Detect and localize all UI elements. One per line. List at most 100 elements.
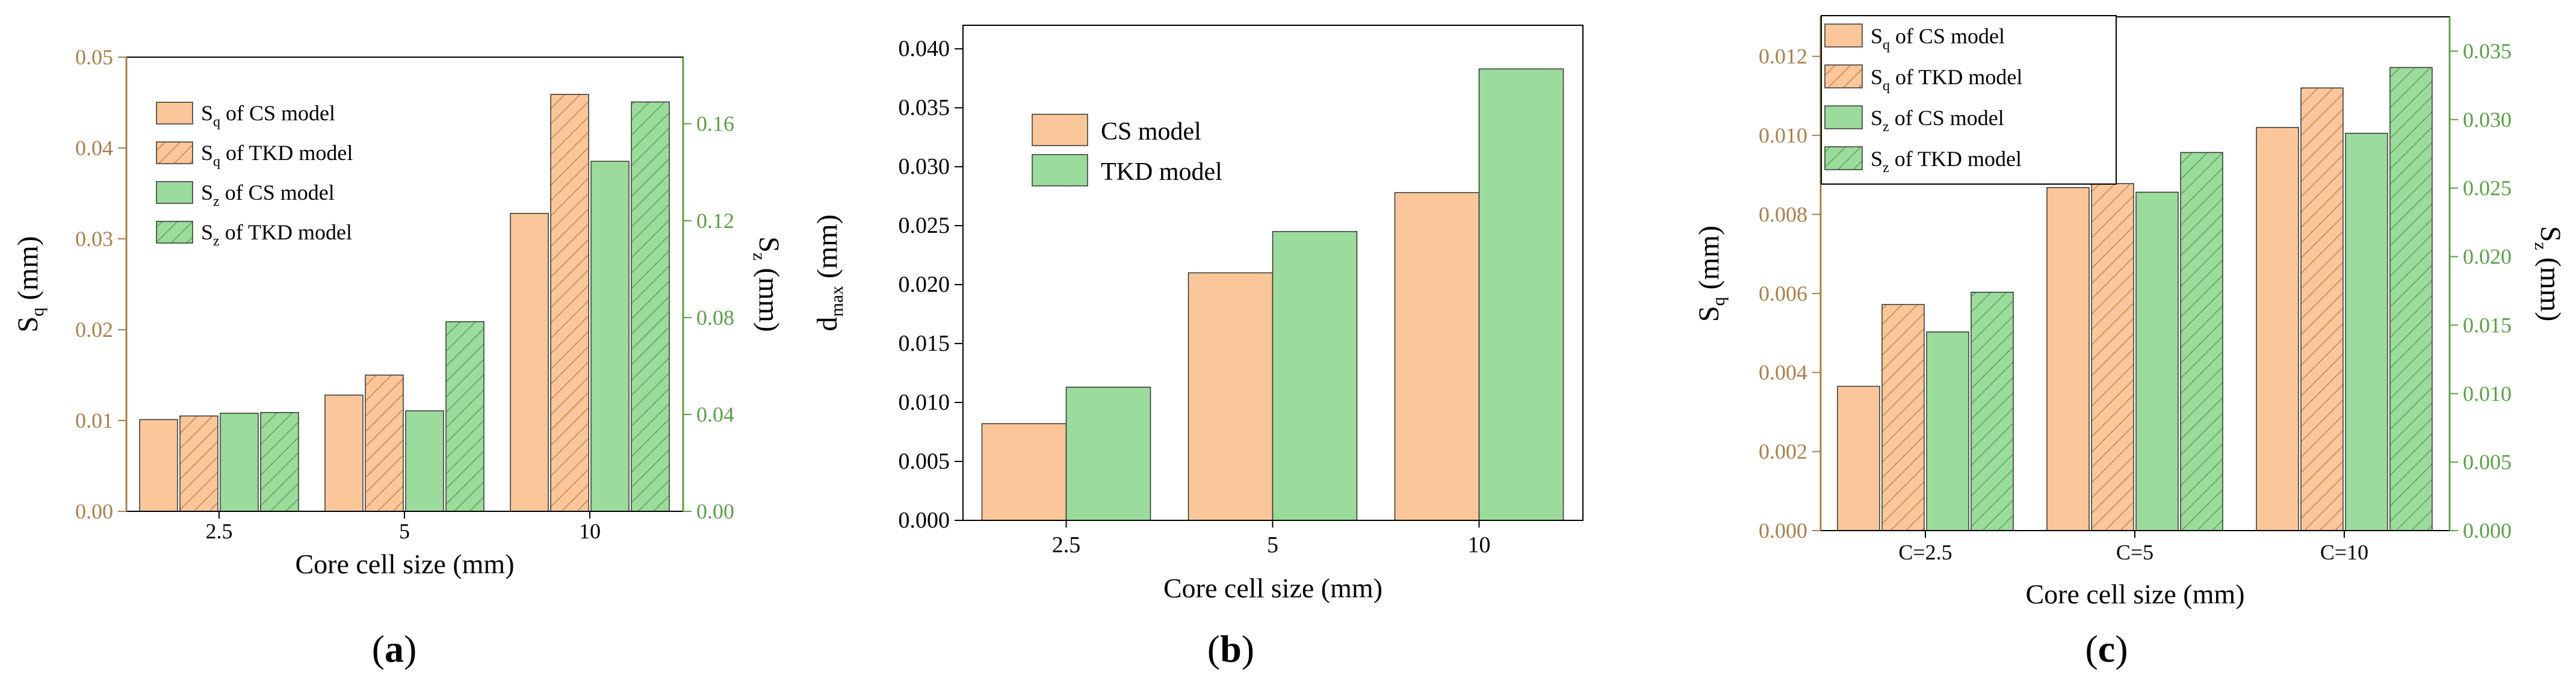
legend-swatch <box>1824 105 1863 129</box>
bar-b-s0-c1 <box>1187 272 1274 521</box>
chart-panel-c: C=2.5 C=5 C=10 0.000 0.002 0.004 0.006 0.008 0.0… <box>1693 15 2566 670</box>
bar-b-s1-c1 <box>1272 231 1358 521</box>
y-right-tick-label: 0.12 <box>696 209 734 233</box>
x-axis-label: Core cell size (mm) <box>2025 579 2244 609</box>
legend-swatch <box>1824 64 1863 88</box>
bar-b-s0-c2 <box>1394 192 1480 521</box>
legend: Sq of CS model Sq of TKD model Sz of CS mo… <box>156 101 353 249</box>
legend-label: Sq of CS model <box>201 101 335 130</box>
panel-label: (c) <box>2085 627 2128 670</box>
legend-swatch <box>1032 154 1088 186</box>
legend-label: Sq of TKD model <box>1871 65 2022 94</box>
y-right-axis-label: Sz (mm) <box>2531 226 2566 322</box>
y-left-tick-label: 0.010 <box>899 390 950 415</box>
panel-label: (b) <box>1207 627 1254 670</box>
x-tick-label: C=10 <box>2320 540 2368 564</box>
chart-panel-a: 2.5 5 10 0.00 0.01 0.02 0.03 0.04 0.05 0.00 0.04 0.… <box>12 45 785 670</box>
y-left-tick-label: 0.002 <box>1759 440 1807 464</box>
bar-b-s1-c0 <box>1065 386 1151 521</box>
bar-c-s1-c0 <box>1881 304 1925 531</box>
y-left-tick-label: 0.020 <box>899 272 950 297</box>
y-left-axis-label: dmax (mm) <box>811 214 847 331</box>
y-left-tick-label: 0.005 <box>899 449 950 474</box>
y-left-tick-label: 0.05 <box>75 45 113 69</box>
y-left-tick-label: 0.00 <box>75 499 113 523</box>
legend: Sq of CS model Sq of TKD model Sz of CS mo… <box>1821 15 2117 185</box>
y-left-tick-label: 0.03 <box>75 227 113 251</box>
chart-panel-b: 2.5 5 10 0.000 0.005 0.010 0.015 0.020 0.025 0.03… <box>811 25 1584 670</box>
legend-swatch <box>1824 146 1863 170</box>
y-left-tick-label: 0.008 <box>1759 202 1807 226</box>
y-right-tick-label: 0.04 <box>696 402 734 427</box>
y-right-tick-label: 0.015 <box>2463 313 2512 337</box>
y-left-tick-label: 0.035 <box>899 95 950 120</box>
y-right-tick-label: 0.00 <box>696 499 734 523</box>
legend-label: Sz of CS model <box>201 180 335 209</box>
legend-label: Sz of TKD model <box>201 220 352 249</box>
legend-swatch <box>156 141 193 164</box>
y-right-tick-label: 0.035 <box>2463 39 2512 63</box>
legend-label: Sz of TKD model <box>1871 147 2022 176</box>
y-left-tick-label: 0.000 <box>899 508 950 533</box>
bar-c-s0-c1 <box>2046 187 2090 531</box>
bar-c-s1-c2 <box>2300 87 2344 531</box>
bar-c-s1-c1 <box>2091 183 2134 531</box>
legend-label: TKD model <box>1101 158 1222 186</box>
y-left-tick-label: 0.04 <box>75 136 113 160</box>
y-left-axis-label: Sq (mm) <box>1693 226 1729 322</box>
bar-a-s0-c0 <box>139 419 178 512</box>
panel-label: (a) <box>372 627 417 670</box>
bar-b-s0-c0 <box>981 423 1067 521</box>
legend-label: Sq of CS model <box>1871 24 2005 53</box>
x-tick-label: 2.5 <box>1052 532 1081 558</box>
y-right-tick-label: 0.030 <box>2463 108 2512 132</box>
y-right-tick-label: 0.000 <box>2463 519 2512 543</box>
bar-a-s0-c2 <box>510 212 549 512</box>
legend-swatch <box>156 102 193 125</box>
y-left-tick-label: 0.02 <box>75 318 113 342</box>
bar-c-s3-c0 <box>1971 291 2014 531</box>
x-axis-label: Core cell size (mm) <box>295 549 514 579</box>
y-right-tick-label: 0.08 <box>696 306 734 330</box>
bar-c-s2-c1 <box>2135 191 2179 531</box>
legend-swatch <box>1032 114 1088 146</box>
legend-swatch <box>156 181 193 204</box>
bar-a-s3-c0 <box>260 411 299 512</box>
y-left-tick-label: 0.030 <box>899 154 950 179</box>
bar-a-s2-c1 <box>405 410 444 512</box>
x-tick-label: C=5 <box>2116 540 2153 564</box>
y-left-tick-label: 0.000 <box>1759 519 1807 543</box>
y-left-tick-label: 0.015 <box>899 331 950 356</box>
y-left-tick-label: 0.006 <box>1759 282 1807 306</box>
y-right-tick-label: 0.005 <box>2463 450 2512 474</box>
y-right-tick-label: 0.025 <box>2463 176 2512 200</box>
bar-a-s3-c1 <box>445 321 485 512</box>
y-left-tick-label: 0.010 <box>1759 123 1807 147</box>
x-axis-label: Core cell size (mm) <box>1163 573 1382 603</box>
y-left-tick-label: 0.004 <box>1759 360 1807 384</box>
x-tick-label: 5 <box>1267 532 1278 558</box>
y-left-axis-label: Sq (mm) <box>12 236 48 332</box>
bar-c-s0-c2 <box>2256 127 2299 531</box>
x-tick-label: 10 <box>579 519 601 543</box>
bar-b-s1-c2 <box>1478 68 1564 521</box>
x-tick-label: 2.5 <box>206 519 233 543</box>
legend-swatch <box>156 221 193 244</box>
bar-c-s2-c0 <box>1926 331 1969 531</box>
x-tick-label: C=2.5 <box>1898 540 1952 564</box>
x-tick-label: 10 <box>1468 532 1491 558</box>
y-right-axis-label: Sz (mm) <box>749 236 785 332</box>
y-right-tick-label: 0.020 <box>2463 245 2512 269</box>
x-tick-label: 5 <box>399 519 410 543</box>
y-right-tick-label: 0.16 <box>696 112 734 136</box>
plot-frame <box>962 25 1584 521</box>
y-left-tick-label: 0.040 <box>899 36 950 61</box>
bar-c-s2-c2 <box>2345 132 2388 531</box>
legend-swatch <box>1824 23 1863 48</box>
bar-c-s0-c0 <box>1837 386 1880 531</box>
y-left-tick-label: 0.01 <box>75 408 113 433</box>
bar-a-s3-c2 <box>631 101 670 512</box>
legend-label: Sq of TKD model <box>201 141 353 170</box>
bar-a-s2-c2 <box>590 161 630 512</box>
